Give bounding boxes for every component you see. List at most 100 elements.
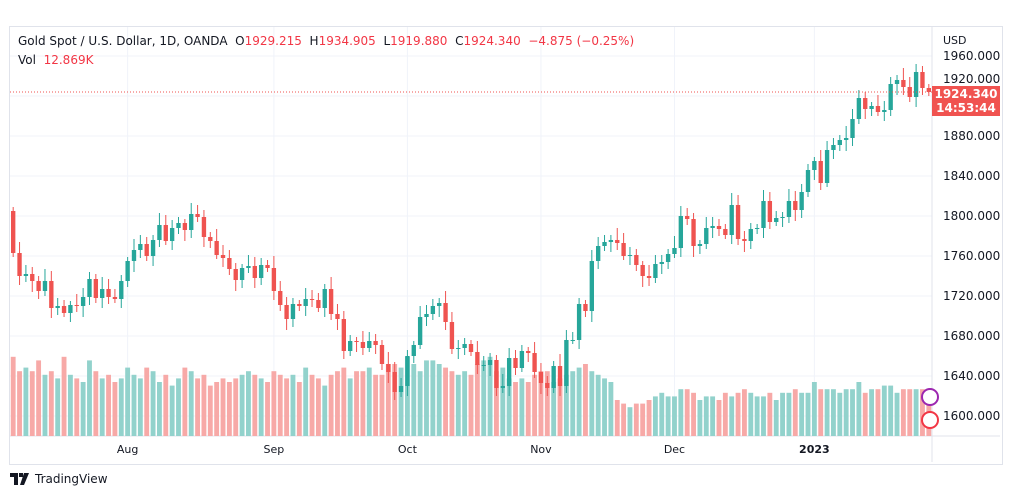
- candle-body: [494, 360, 499, 388]
- volume-bar: [328, 374, 334, 436]
- volume-bar: [284, 378, 290, 436]
- volume-bar: [93, 371, 99, 436]
- volume-bar: [468, 374, 474, 436]
- volume-bar: [137, 378, 143, 436]
- volume-bar: [443, 367, 448, 436]
- candle-body: [850, 119, 855, 138]
- volume-bar: [106, 374, 111, 436]
- volume-bar: [17, 371, 22, 436]
- candle-body: [627, 255, 633, 256]
- volume-bar: [125, 367, 131, 436]
- candle-body: [348, 341, 353, 351]
- volume-bar: [754, 396, 760, 436]
- candle-body: [284, 305, 289, 319]
- candle-body: [475, 352, 480, 365]
- candle-body: [386, 364, 391, 372]
- volume-bar: [277, 374, 283, 436]
- candle-body: [774, 218, 779, 222]
- candle-body: [74, 305, 79, 306]
- volume-bar: [315, 378, 321, 436]
- candle-body: [87, 279, 92, 297]
- symbol-title[interactable]: Gold Spot / U.S. Dollar, 1D, OANDA: [18, 34, 228, 48]
- volume-bar: [10, 356, 16, 436]
- volume-bar: [373, 374, 379, 436]
- candle-body: [30, 274, 35, 281]
- candle-body: [780, 217, 785, 218]
- candle-body: [926, 88, 931, 92]
- candle-body: [716, 226, 722, 229]
- volume-bar: [513, 382, 518, 436]
- chart-frame: [9, 26, 1003, 465]
- branding-text: TradingView: [35, 472, 108, 486]
- volume-bar: [811, 382, 817, 436]
- volume-bar: [156, 382, 162, 436]
- ohlc-row: Gold Spot / U.S. Dollar, 1D, OANDA O1929…: [18, 34, 634, 49]
- y-tick-label: 1800.000: [943, 209, 1000, 223]
- volume-bar: [907, 389, 913, 436]
- candle-body: [68, 305, 73, 313]
- volume-bar: [411, 364, 417, 436]
- volume-bar: [29, 371, 35, 436]
- volume-bar: [74, 378, 80, 436]
- bar-countdown: 14:53:44: [936, 101, 996, 115]
- candle-body: [646, 276, 652, 278]
- candle-body: [697, 244, 703, 246]
- volume-bar: [519, 378, 525, 436]
- candle-body: [144, 244, 149, 256]
- volume-bar: [875, 389, 881, 436]
- volume-bar: [385, 364, 391, 436]
- volume-bar: [595, 374, 601, 436]
- volume-bar: [608, 382, 614, 436]
- volume-bar: [296, 382, 302, 436]
- candle-body: [182, 223, 188, 230]
- candle-body: [831, 145, 836, 150]
- candle-body: [748, 229, 753, 241]
- candle-body: [265, 265, 270, 268]
- volume-bar: [404, 356, 410, 436]
- x-tick-label: Dec: [664, 443, 685, 456]
- candle-body: [913, 72, 919, 97]
- volume-bar: [722, 392, 728, 436]
- volume-bar: [748, 392, 754, 436]
- volume-bar: [150, 371, 156, 436]
- candle-body: [818, 161, 823, 183]
- volume-bar: [843, 389, 849, 436]
- tradingview-logo[interactable]: TradingView: [10, 472, 108, 486]
- volume-bar: [430, 360, 436, 436]
- candle-body: [824, 150, 830, 183]
- candle-body: [735, 205, 741, 239]
- volume-bar: [697, 400, 703, 436]
- candle-body: [570, 340, 575, 341]
- volume-bar: [500, 367, 506, 436]
- candle-body: [691, 219, 696, 246]
- close-value: 1924.340: [463, 34, 521, 48]
- volume-bar: [506, 378, 512, 436]
- candle-body: [640, 265, 645, 276]
- volume-bar: [684, 389, 690, 436]
- candle-body: [583, 304, 588, 311]
- candle-body: [169, 228, 175, 241]
- candle-body: [805, 170, 811, 192]
- candle-body: [532, 353, 537, 372]
- candle-body: [430, 306, 436, 314]
- candle-body: [233, 269, 238, 280]
- volume-bar: [201, 374, 207, 436]
- volume-bar: [226, 382, 232, 436]
- volume-bar: [303, 367, 309, 436]
- volume-bar: [780, 392, 786, 436]
- candle-body: [653, 264, 658, 278]
- candle-body: [557, 366, 563, 386]
- volume-bar: [792, 389, 798, 436]
- flash-event-icon: [921, 388, 939, 406]
- volume-bar: [220, 378, 226, 436]
- candle-body: [487, 360, 493, 365]
- volume-bar: [735, 392, 741, 436]
- volume-bar: [831, 389, 836, 436]
- candle-body: [208, 237, 213, 241]
- y-tick-label: 1960.000: [943, 49, 1000, 63]
- volume-bar: [544, 371, 550, 436]
- candle-body: [742, 239, 747, 241]
- candle-body: [856, 98, 862, 119]
